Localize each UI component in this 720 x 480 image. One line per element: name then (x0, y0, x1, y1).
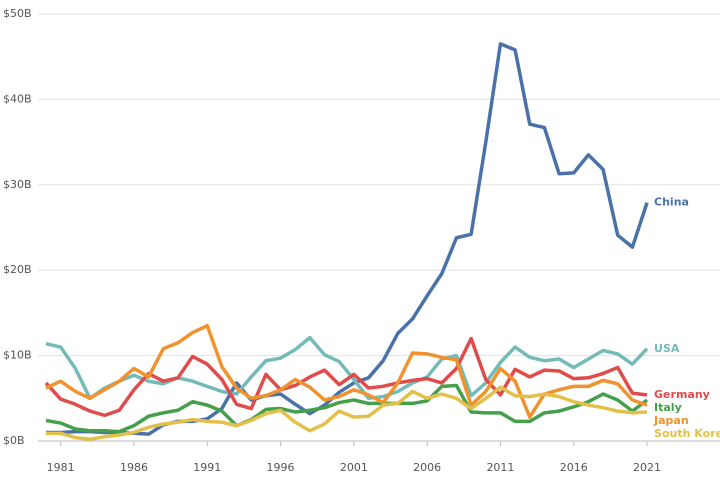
y-tick-label: $0B (3, 434, 25, 447)
x-tick-label: 2011 (486, 461, 514, 474)
x-tick-label: 1991 (193, 461, 221, 474)
y-tick-label: $30B (3, 178, 32, 191)
y-tick-label: $40B (3, 92, 32, 105)
series-label: Germany (654, 388, 710, 401)
series-label: USA (654, 342, 680, 355)
y-tick-label: $50B (3, 7, 32, 20)
y-tick-label: $20B (3, 263, 32, 276)
series-label: Italy (654, 401, 682, 414)
series-line (45, 383, 649, 434)
x-tick-label: 2016 (560, 461, 588, 474)
x-tick-label: 1986 (120, 461, 148, 474)
y-tick-label: $10B (3, 349, 32, 362)
x-tick-label: 1996 (267, 461, 295, 474)
series-line (46, 42, 649, 436)
series-label: China (654, 196, 689, 209)
x-tick-label: 1981 (47, 461, 75, 474)
series-label: South Korea (654, 427, 720, 440)
series-label: Japan (653, 414, 689, 427)
x-tick-label: 2006 (413, 461, 441, 474)
series-line (45, 335, 649, 401)
series-line (46, 385, 648, 442)
x-tick-label: 2021 (633, 461, 661, 474)
x-tick-label: 2001 (340, 461, 368, 474)
